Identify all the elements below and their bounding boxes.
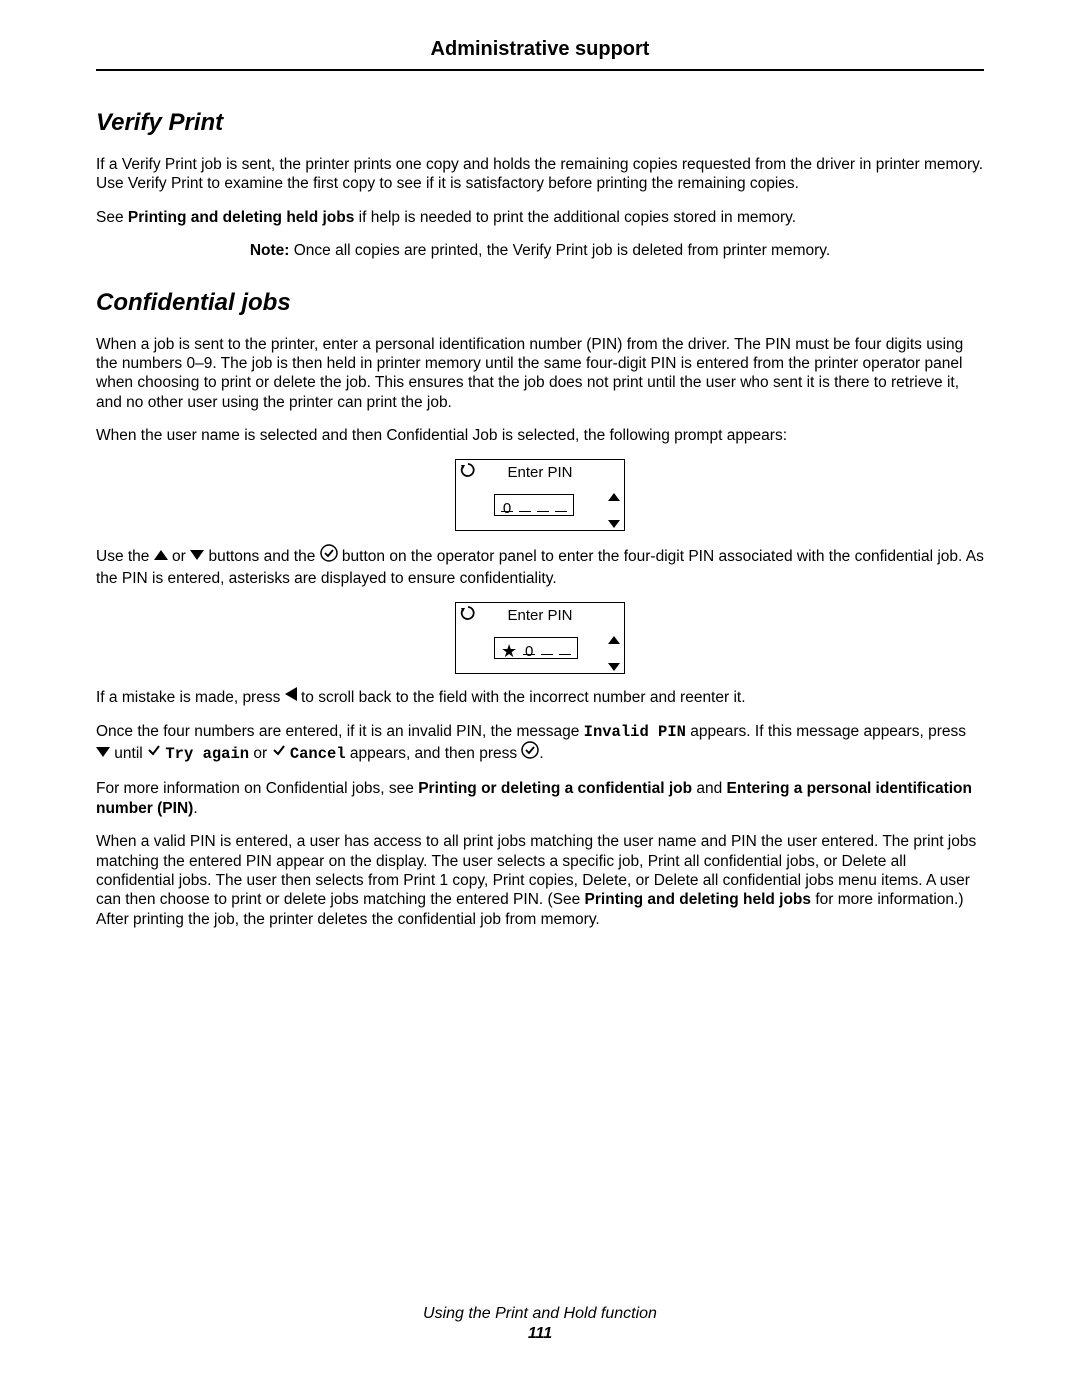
text: . — [539, 745, 543, 762]
text: until — [110, 745, 147, 762]
link-printing-deleting-held-2: Printing and deleting held jobs — [585, 891, 811, 908]
pin-masked-1: ★ — [501, 645, 517, 657]
text: to scroll back to the field with the inc… — [297, 689, 746, 706]
check-icon — [272, 743, 286, 762]
confidential-p2: When the user name is selected and then … — [96, 426, 984, 445]
select-button-icon — [521, 741, 539, 764]
note-label: Note: — [250, 242, 290, 259]
up-arrow-icon — [608, 631, 620, 648]
text: See — [96, 209, 128, 226]
text: appears, and then press — [346, 745, 522, 762]
verify-print-note: Note: Once all copies are printed, the V… — [96, 241, 984, 260]
confidential-p1: When a job is sent to the printer, enter… — [96, 335, 984, 413]
panel-title: Enter PIN — [456, 607, 624, 624]
pin-digit-3 — [537, 500, 549, 512]
verify-print-heading: Verify Print — [96, 109, 984, 137]
pin-box: 0 — [494, 494, 574, 516]
pin-digit-3 — [541, 643, 553, 655]
pin-panel-2: Enter PIN ★ 0 — [96, 602, 984, 674]
confidential-p5: Once the four numbers are entered, if it… — [96, 722, 984, 766]
left-arrow-icon — [285, 687, 297, 706]
up-arrow-icon — [154, 546, 168, 565]
page-footer: Using the Print and Hold function 111 — [0, 1305, 1080, 1343]
text: . — [193, 800, 197, 817]
text: Once the four numbers are entered, if it… — [96, 723, 584, 740]
select-button-icon — [320, 544, 338, 567]
check-icon — [147, 743, 161, 762]
down-arrow-icon — [96, 743, 110, 762]
verify-print-p2: See Printing and deleting held jobs if h… — [96, 208, 984, 227]
up-arrow-icon — [608, 488, 620, 505]
pin-digit-2: 0 — [523, 643, 535, 655]
pin-digit-1: 0 — [501, 500, 513, 512]
link-print-delete-confidential: Printing or deleting a confidential job — [418, 780, 692, 797]
down-arrow-icon — [608, 658, 620, 675]
text: and — [692, 780, 726, 797]
panel-title: Enter PIN — [456, 464, 624, 481]
verify-print-p1: If a Verify Print job is sent, the print… — [96, 155, 984, 194]
confidential-p4: If a mistake is made, press to scroll ba… — [96, 688, 984, 708]
footer-page-number: 111 — [0, 1325, 1080, 1343]
pin-digit-4 — [555, 500, 567, 512]
down-arrow-icon — [608, 515, 620, 532]
text: or — [168, 548, 190, 565]
confidential-jobs-heading: Confidential jobs — [96, 289, 984, 317]
text: buttons and the — [204, 548, 319, 565]
text: or — [249, 745, 271, 762]
down-arrow-icon — [190, 546, 204, 565]
pin-box: ★ 0 — [494, 637, 578, 659]
cancel-msg: Cancel — [290, 745, 346, 763]
invalid-pin-msg: Invalid PIN — [584, 723, 686, 741]
confidential-p3: Use the or buttons and the button on the… — [96, 545, 984, 588]
text: For more information on Confidential job… — [96, 780, 418, 797]
text: appears. If this message appears, press — [686, 723, 966, 740]
text: If a mistake is made, press — [96, 689, 285, 706]
note-text: Once all copies are printed, the Verify … — [289, 242, 830, 259]
pin-digit-4 — [559, 643, 571, 655]
try-again-msg: Try again — [165, 745, 249, 763]
link-printing-deleting-held: Printing and deleting held jobs — [128, 209, 354, 226]
pin-digit-2 — [519, 500, 531, 512]
confidential-p6: For more information on Confidential job… — [96, 779, 984, 818]
pin-panel-1: Enter PIN 0 — [96, 459, 984, 531]
text: if help is needed to print the additiona… — [354, 209, 796, 226]
text: Use the — [96, 548, 154, 565]
footer-title: Using the Print and Hold function — [0, 1305, 1080, 1323]
confidential-p7: When a valid PIN is entered, a user has … — [96, 832, 984, 929]
page-header: Administrative support — [96, 38, 984, 71]
